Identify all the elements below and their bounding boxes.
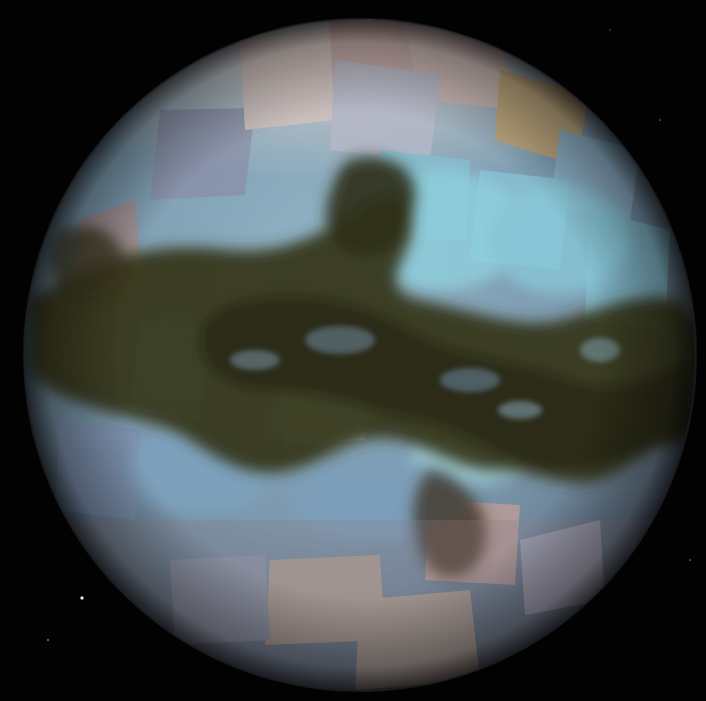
star <box>609 29 611 31</box>
star <box>689 559 691 561</box>
star <box>47 639 49 641</box>
star <box>659 119 661 121</box>
star <box>80 596 84 600</box>
limb-shadow <box>24 19 696 691</box>
planet-rim <box>23 18 697 692</box>
